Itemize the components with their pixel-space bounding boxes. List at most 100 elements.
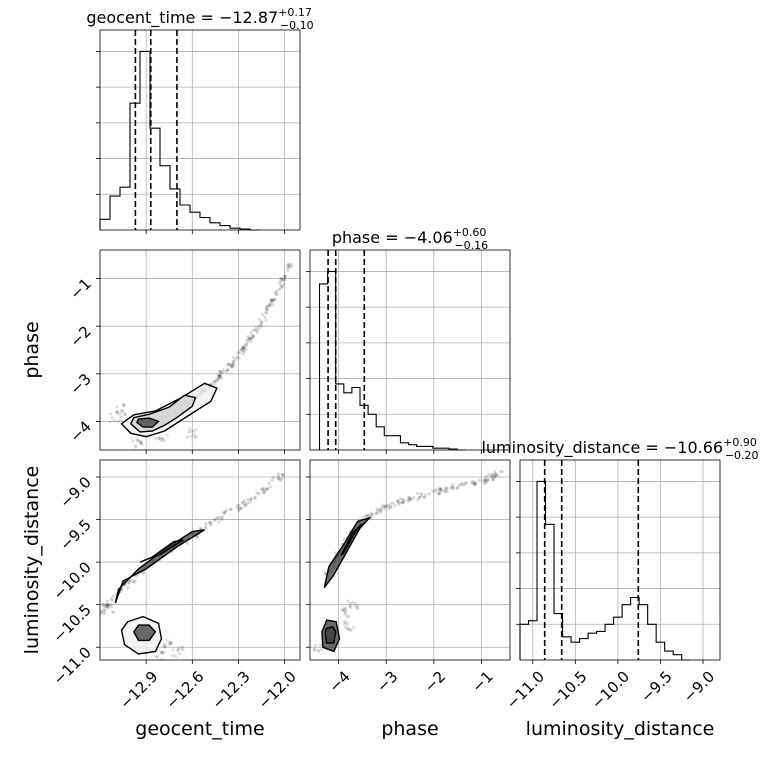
sample-point	[160, 651, 164, 655]
sample-point	[259, 322, 264, 326]
sample-point	[131, 439, 135, 443]
sample-point	[344, 607, 348, 611]
sample-point	[262, 487, 266, 491]
sample-point	[115, 405, 119, 409]
sample-point	[313, 643, 318, 648]
sample-point	[230, 364, 234, 368]
sample-point	[192, 433, 196, 437]
sample-point	[263, 310, 267, 314]
sample-point	[250, 336, 254, 340]
sample-point	[241, 346, 245, 351]
sample-point	[238, 506, 242, 511]
sample-point	[346, 599, 350, 603]
sample-point	[102, 609, 106, 613]
sample-point	[269, 299, 274, 304]
sample-point	[112, 419, 116, 423]
sample-point	[280, 472, 284, 477]
contour-line	[324, 625, 337, 644]
sample-point	[159, 651, 164, 655]
sample-point	[251, 334, 255, 338]
sample-point	[257, 317, 262, 321]
sample-point	[276, 474, 280, 478]
sample-point	[105, 603, 110, 607]
sample-point	[434, 488, 438, 492]
sample-point	[195, 535, 199, 540]
hist-frame-geocent_time	[99, 29, 301, 231]
sample-point	[106, 603, 110, 608]
sample-point	[218, 374, 222, 379]
sample-point	[276, 476, 281, 480]
contour-line	[132, 624, 157, 642]
sample-point	[111, 610, 115, 614]
sample-point	[439, 487, 443, 492]
sample-point	[481, 479, 486, 483]
sample-point	[259, 321, 264, 325]
sample-point	[438, 486, 442, 490]
sample-point	[349, 628, 353, 632]
sample-point	[369, 511, 373, 515]
sample-point	[400, 497, 405, 501]
sample-point	[109, 605, 113, 609]
sample-point	[253, 495, 257, 499]
sample-point	[255, 491, 259, 495]
sample-point	[105, 602, 109, 606]
sample-point	[271, 475, 276, 480]
sample-point	[283, 278, 287, 282]
contour-line	[340, 523, 363, 556]
sample-point	[122, 404, 126, 408]
sample-point	[123, 412, 127, 416]
sample-point	[162, 438, 166, 443]
sample-point	[383, 504, 387, 508]
sample-point	[266, 486, 270, 491]
sample-point	[126, 586, 130, 590]
sample-point	[237, 504, 241, 508]
sample-point	[252, 334, 256, 339]
sample-point	[243, 501, 248, 505]
sample-point	[355, 606, 360, 610]
sample-point	[364, 514, 368, 518]
sample-point	[270, 478, 274, 482]
hist-grid-phase	[310, 250, 510, 450]
sample-point	[157, 437, 161, 441]
sample-point	[371, 512, 375, 516]
sample-point	[389, 505, 393, 509]
sample-point	[245, 502, 249, 506]
sample-point	[473, 482, 478, 486]
panel-frame-geocent_time-phase	[99, 249, 301, 451]
sample-point	[265, 487, 269, 491]
sample-point	[109, 602, 113, 606]
sample-point	[209, 521, 213, 525]
sample-point	[109, 597, 113, 601]
sample-point	[495, 473, 500, 477]
sample-point	[133, 578, 137, 583]
sample-point	[226, 367, 230, 372]
sample-point	[492, 476, 496, 480]
sample-point	[343, 612, 347, 617]
sample-point	[275, 292, 279, 296]
sample-point	[217, 516, 221, 520]
hist-frame-phase	[309, 249, 511, 451]
sample-point	[265, 305, 269, 309]
sample-point	[344, 625, 348, 630]
sample-point	[319, 647, 323, 652]
sample-point	[264, 307, 268, 311]
sample-point	[280, 285, 284, 289]
sample-point	[100, 610, 103, 614]
sample-point	[274, 292, 278, 296]
sample-point	[419, 492, 424, 496]
sample-point	[265, 307, 269, 311]
sample-point	[493, 475, 497, 479]
sample-point	[245, 338, 249, 342]
sample-point	[494, 472, 498, 476]
sample-point	[218, 374, 222, 379]
x-tick-label-phase: −1	[468, 668, 496, 696]
sample-point	[240, 348, 244, 352]
sample-point	[215, 516, 219, 520]
sample-point	[500, 470, 505, 474]
sample-point	[181, 648, 185, 652]
sample-point	[261, 491, 266, 495]
sample-point	[474, 480, 478, 485]
sample-point	[259, 324, 263, 328]
histogram-phase	[318, 270, 466, 451]
